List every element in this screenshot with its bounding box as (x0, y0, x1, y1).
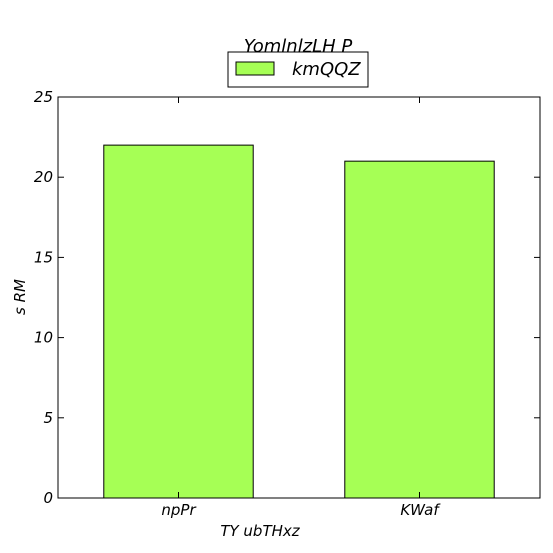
legend-swatch (235, 61, 275, 76)
y-tick-label: 5 (43, 409, 53, 427)
x-axis: npPr KWaf (161, 97, 441, 519)
bars-group (103, 144, 495, 499)
y-tick-label: 10 (34, 329, 53, 347)
legend-label: kmQQZ (292, 59, 361, 80)
plot-frame (57, 96, 541, 499)
bar-npPr (103, 144, 254, 499)
y-tick-label: 25 (34, 88, 53, 106)
y-tick-label: 0 (43, 489, 53, 507)
y-axis-label: s RM (11, 279, 29, 315)
y-axis: 0 5 10 15 20 25 (34, 88, 540, 507)
y-tick-label: 20 (34, 168, 53, 186)
bar-KWaf (344, 160, 495, 499)
y-tick-label: 15 (34, 248, 53, 266)
x-axis-label: TY ubTHxz (220, 522, 300, 540)
x-tick-label: KWaf (400, 501, 441, 519)
x-tick-label: npPr (161, 501, 196, 519)
legend: kmQQZ (227, 51, 369, 88)
